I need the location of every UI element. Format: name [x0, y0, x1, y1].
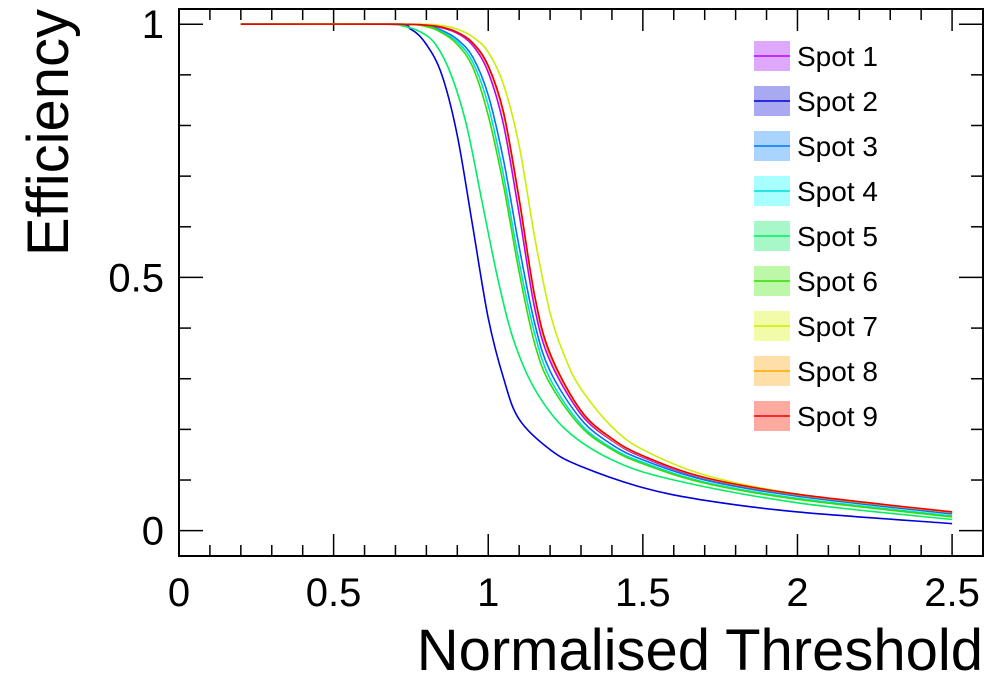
legend-label: Spot 6 [797, 266, 878, 297]
x-tick-label: 0.5 [306, 571, 362, 615]
x-tick-label: 2.5 [924, 571, 980, 615]
y-tick-label: 1 [142, 3, 164, 47]
legend-label: Spot 8 [797, 356, 878, 387]
legend-label: Spot 9 [797, 401, 878, 432]
x-tick-label: 0 [168, 571, 190, 615]
legend-label: Spot 3 [797, 131, 878, 162]
legend-item-spot-3: Spot 3 [754, 131, 878, 162]
legend-item-spot-6: Spot 6 [754, 266, 878, 297]
y-axis-title: Efficiency [16, 9, 81, 256]
x-tick-label: 1.5 [615, 571, 671, 615]
legend-item-spot-1: Spot 1 [754, 41, 878, 72]
legend-label: Spot 7 [797, 311, 878, 342]
x-axis-title: Normalised Threshold [417, 618, 983, 678]
series-line-spot-6 [240, 23, 953, 518]
legend-label: Spot 2 [797, 86, 878, 117]
series-line-spot-7 [240, 23, 953, 514]
legend-item-spot-4: Spot 4 [754, 176, 878, 207]
series-line-spot-3 [240, 23, 953, 515]
legend-label: Spot 1 [797, 41, 878, 72]
legend-item-spot-9: Spot 9 [754, 401, 878, 432]
series-line-spot-5 [240, 23, 953, 521]
legend-item-spot-8: Spot 8 [754, 356, 878, 387]
x-tick-label: 1 [477, 571, 499, 615]
legend-item-spot-5: Spot 5 [754, 221, 878, 252]
y-tick-label: 0.5 [108, 256, 164, 300]
x-tick-label: 2 [786, 571, 808, 615]
series-lines [240, 23, 953, 525]
legend-item-spot-2: Spot 2 [754, 86, 878, 117]
y-tick-label: 0 [142, 510, 164, 554]
series-line-spot-9 [240, 23, 953, 513]
legend: Spot 1 Spot 2 Spot 3 Spot 4 Spot 5 Spot 6 Spot… [754, 41, 878, 432]
legend-item-spot-7: Spot 7 [754, 311, 878, 342]
x-axis-ticks: 0 0.5 1 1.5 2 2.5 [168, 9, 984, 615]
legend-label: Spot 5 [797, 221, 878, 252]
legend-label: Spot 4 [797, 176, 878, 207]
y-axis-ticks: 00.51 [108, 3, 983, 554]
series-line-spot-2 [240, 23, 953, 525]
